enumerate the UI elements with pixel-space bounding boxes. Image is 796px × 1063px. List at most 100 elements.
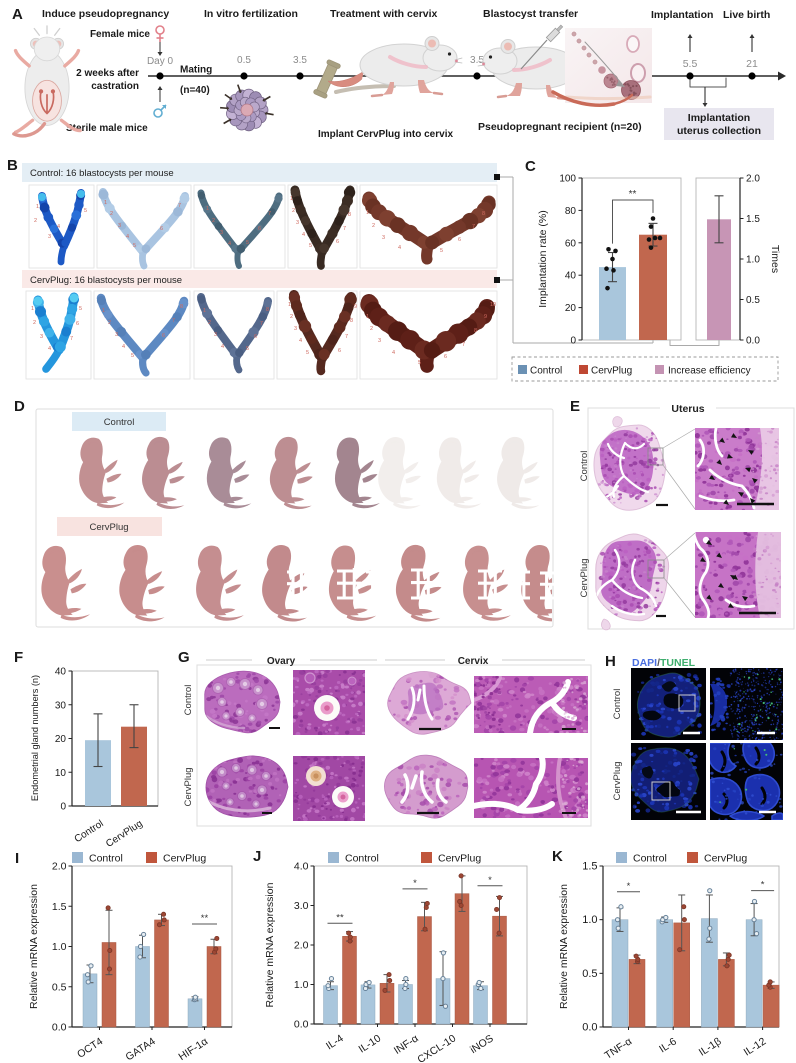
svg-text:1: 1 (206, 206, 209, 212)
svg-text:3: 3 (294, 326, 297, 332)
svg-text:5: 5 (133, 243, 136, 249)
svg-text:Control: Control (345, 853, 379, 865)
svg-text:9: 9 (354, 304, 357, 310)
svg-text:1: 1 (36, 204, 39, 210)
svg-text:3: 3 (296, 220, 299, 226)
svg-text:G: G (178, 649, 190, 666)
svg-text:1.0: 1.0 (52, 941, 67, 953)
svg-text:6: 6 (76, 321, 79, 327)
svg-text:D: D (14, 398, 25, 415)
svg-text:10: 10 (55, 768, 67, 779)
svg-text:0.5: 0.5 (582, 968, 597, 980)
svg-text:C: C (525, 158, 536, 175)
svg-text:TNF-α: TNF-α (602, 1035, 634, 1061)
svg-text:3.5: 3.5 (293, 55, 307, 66)
svg-text:CervPlug: CervPlug (704, 853, 747, 865)
svg-text:1.0: 1.0 (582, 914, 597, 926)
svg-text:60: 60 (565, 238, 577, 249)
svg-text:Uterus: Uterus (671, 403, 704, 415)
svg-text:6: 6 (458, 237, 461, 243)
svg-text:Increase efficiency: Increase efficiency (668, 366, 751, 377)
svg-text:(n=40): (n=40) (180, 85, 210, 96)
svg-text:In vitro fertilization: In vitro fertilization (204, 8, 298, 20)
svg-text:Control: Control (530, 366, 562, 377)
svg-text:7: 7 (462, 342, 465, 348)
svg-text:3.0: 3.0 (294, 900, 309, 912)
svg-text:*: * (627, 881, 631, 892)
svg-text:*: * (488, 875, 492, 886)
svg-text:IL-10: IL-10 (357, 1032, 384, 1055)
svg-text:Ovary: Ovary (267, 656, 296, 667)
svg-text:CervPlug: CervPlug (591, 366, 632, 377)
svg-text:3: 3 (382, 235, 385, 241)
svg-text:4: 4 (48, 346, 51, 352)
svg-text:20: 20 (55, 734, 67, 745)
svg-text:iNOS: iNOS (468, 1032, 496, 1056)
svg-text:8: 8 (474, 328, 477, 334)
svg-text:2: 2 (34, 218, 37, 224)
svg-text:7: 7 (472, 224, 475, 230)
svg-text:0: 0 (570, 336, 576, 347)
svg-text:Implantation: Implantation (688, 112, 750, 124)
svg-text:Control: Control (633, 853, 667, 865)
svg-text:castration: castration (91, 81, 139, 92)
svg-text:K: K (552, 848, 563, 865)
svg-text:A: A (12, 6, 23, 23)
svg-text:2.0: 2.0 (52, 861, 67, 873)
svg-text:5: 5 (79, 306, 82, 312)
svg-text:2: 2 (33, 320, 36, 326)
svg-text:I: I (15, 850, 19, 867)
svg-text:4: 4 (299, 338, 302, 344)
svg-text:0.0: 0.0 (582, 1022, 597, 1034)
svg-text:5: 5 (246, 240, 249, 246)
svg-text:Control: Control (104, 417, 135, 428)
svg-text:4.0: 4.0 (294, 861, 309, 873)
svg-text:1: 1 (290, 196, 293, 202)
svg-text:1: 1 (203, 308, 206, 314)
svg-text:2: 2 (292, 208, 295, 214)
svg-text:IL-1β: IL-1β (697, 1035, 724, 1058)
svg-text:2: 2 (110, 211, 113, 217)
svg-text:1.0: 1.0 (746, 255, 760, 266)
svg-text:2: 2 (212, 218, 215, 224)
svg-text:7: 7 (345, 334, 348, 340)
svg-text:uterus collection: uterus collection (677, 125, 761, 137)
svg-text:1: 1 (366, 210, 369, 216)
svg-text:Endometrial gland numbers (n): Endometrial gland numbers (n) (30, 675, 40, 801)
svg-text:7: 7 (172, 318, 175, 324)
svg-text:0.5: 0.5 (746, 295, 760, 306)
svg-text:9: 9 (484, 314, 487, 320)
svg-text:CXCL-10: CXCL-10 (415, 1032, 458, 1063)
svg-text:1: 1 (366, 314, 369, 320)
svg-text:0.5: 0.5 (52, 981, 67, 993)
svg-text:IL-4: IL-4 (324, 1032, 346, 1052)
svg-text:30: 30 (55, 700, 67, 711)
svg-text:5.5: 5.5 (683, 58, 698, 70)
svg-text:8: 8 (180, 304, 183, 310)
svg-text:3: 3 (118, 223, 121, 229)
svg-text:1: 1 (104, 200, 107, 206)
svg-text:8: 8 (266, 307, 269, 313)
svg-text:4: 4 (126, 234, 129, 240)
svg-text:3: 3 (220, 230, 223, 236)
svg-text:6: 6 (162, 333, 165, 339)
svg-text:8: 8 (348, 212, 351, 218)
svg-text:Control: Control (73, 818, 106, 845)
svg-text:10: 10 (490, 302, 496, 308)
svg-text:0.0: 0.0 (52, 1022, 67, 1034)
svg-text:2 weeks after: 2 weeks after (76, 68, 139, 79)
svg-text:1.5: 1.5 (746, 214, 760, 225)
svg-text:0.5: 0.5 (237, 55, 251, 66)
svg-text:1: 1 (288, 302, 291, 308)
svg-text:Control: Control (89, 853, 123, 865)
svg-text:Implantation rate (%): Implantation rate (%) (537, 210, 549, 307)
svg-text:7: 7 (70, 336, 73, 342)
svg-text:Day 0: Day 0 (147, 56, 174, 67)
svg-text:2.0: 2.0 (294, 940, 309, 952)
svg-text:**: ** (201, 913, 209, 924)
svg-text:40: 40 (55, 667, 67, 678)
svg-text:2: 2 (372, 223, 375, 229)
svg-text:5: 5 (84, 208, 87, 214)
svg-text:5: 5 (440, 248, 443, 254)
svg-text:Implantation: Implantation (651, 9, 713, 21)
